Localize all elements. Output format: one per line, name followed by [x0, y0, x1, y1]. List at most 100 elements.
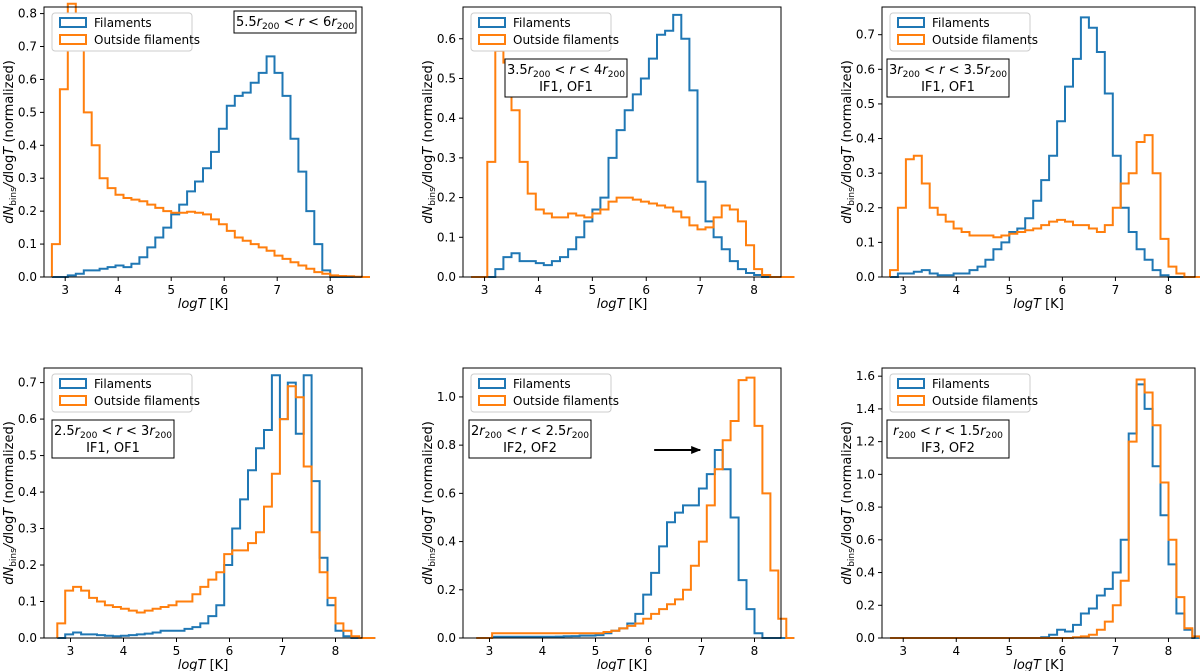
y-tick-label: 0.0: [437, 631, 456, 645]
x-tick-label: 6: [1059, 283, 1067, 297]
legend-swatch-outside: [478, 34, 506, 45]
y-tick-label: 0.2: [18, 558, 37, 572]
y-tick-label: 0.0: [856, 270, 875, 284]
x-tick-label: 7: [698, 644, 706, 658]
x-tick-label: 5: [1006, 283, 1014, 297]
series-outside-filaments-line: [476, 376, 795, 639]
x-tick-label: 3: [67, 644, 75, 658]
x-tick-label: 3: [899, 644, 907, 658]
legend-swatch-filaments: [897, 378, 925, 389]
legend-label-outside: Outside filaments: [94, 33, 200, 47]
annotation-radius-range: 2.5r200 < r < 3r200: [54, 424, 172, 441]
legend: Filaments Outside filaments: [51, 12, 200, 52]
y-tick-label: 0.5: [18, 449, 37, 463]
y-tick-label: 0.0: [18, 631, 37, 645]
y-tick-label: 0.5: [856, 97, 875, 111]
y-tick-label: 0.4: [437, 535, 456, 549]
annotation-label: IF1, OF1: [539, 80, 593, 95]
annotation-radius-range: 3.5r200 < r < 4r200: [507, 63, 625, 80]
annotation-frame: [886, 419, 1010, 459]
legend-swatch-filaments: [897, 17, 925, 28]
series-filaments-line: [57, 374, 376, 639]
x-tick-label: 4: [539, 644, 547, 658]
x-tick-label: 5: [589, 283, 597, 297]
annotation-label: IF3, OF2: [921, 441, 975, 456]
x-tick-label: 8: [326, 283, 334, 297]
x-tick-label: 7: [696, 283, 704, 297]
y-tick-label: 1.6: [856, 369, 875, 383]
annotation-box: 5.5r200 < r < 6r200: [233, 10, 357, 34]
chart-panel-2: 3 4 5 6 7 8 0.0 0.1 0.2 0.3 0.4 0.5 0.6 logT [K] dNbin…: [421, 6, 795, 312]
x-tick-label: 3: [486, 644, 494, 658]
annotation-radius-range: 5.5r200 < r < 6r200: [236, 15, 354, 32]
x-tick-label: 5: [173, 644, 181, 658]
annotation-frame: [468, 419, 592, 459]
annotation-frame: [233, 10, 357, 34]
y-tick-label: 0.1: [18, 595, 37, 609]
x-axis-label: logT [K]: [597, 658, 648, 671]
y-tick-label: 1.2: [856, 435, 875, 449]
y-tick-label: 0.0: [437, 270, 456, 284]
y-tick-label: 0.5: [18, 105, 37, 119]
y-tick-label: 0.2: [18, 204, 37, 218]
axes-frame: [462, 367, 782, 639]
legend-label-outside: Outside filaments: [932, 394, 1038, 408]
annotation-frame: [51, 419, 175, 459]
y-axis-label: dNbins/dlogT (normalized): [421, 60, 438, 224]
series-outside-filaments-line: [56, 385, 376, 639]
y-axis-label: dNbins/dlogT (normalized): [840, 421, 857, 585]
x-tick-label: 7: [1112, 644, 1120, 658]
y-tick-label: 0.6: [437, 486, 456, 500]
axes-frame: [881, 367, 1196, 639]
legend-label-filaments: Filaments: [932, 377, 990, 391]
x-tick-label: 7: [1112, 283, 1120, 297]
series-outside-filaments-line: [50, 2, 370, 278]
y-tick-label: 0.3: [437, 151, 456, 165]
series-filaments-line: [51, 55, 370, 278]
axes-frame: [43, 6, 363, 278]
legend: Filaments Outside filaments: [470, 373, 619, 413]
y-tick-label: 0.8: [18, 7, 37, 21]
legend: Filaments Outside filaments: [51, 373, 200, 413]
y-tick-label: 0.4: [856, 132, 875, 146]
legend-label-outside: Outside filaments: [513, 33, 619, 47]
series-filaments-line: [476, 449, 795, 639]
x-tick-label: 8: [750, 283, 758, 297]
x-axis-label: logT [K]: [597, 297, 648, 312]
axes-frame: [43, 367, 363, 639]
y-tick-label: 0.7: [856, 28, 875, 42]
y-axis-label: dNbins/dlogT (normalized): [2, 421, 19, 585]
y-tick-label: 0.5: [437, 71, 456, 85]
legend: Filaments Outside filaments: [470, 12, 619, 52]
x-tick-label: 8: [1165, 283, 1173, 297]
x-axis-label: logT [K]: [1013, 658, 1064, 671]
y-tick-label: 0.4: [437, 111, 456, 125]
legend: Filaments Outside filaments: [889, 12, 1038, 52]
x-tick-label: 6: [1059, 644, 1067, 658]
y-tick-label: 0.1: [18, 237, 37, 251]
annotation-radius-range: 2r200 < r < 2.5r200: [471, 424, 589, 441]
legend: Filaments Outside filaments: [889, 373, 1038, 413]
y-tick-label: 0.8: [437, 438, 456, 452]
x-tick-label: 4: [952, 283, 960, 297]
x-tick-label: 8: [751, 644, 759, 658]
annotation-label: IF1, OF1: [921, 80, 975, 95]
y-axis-label: dNbins/dlogT (normalized): [421, 421, 438, 585]
legend-swatch-outside: [59, 34, 87, 45]
legend-swatch-outside: [897, 34, 925, 45]
y-tick-label: 0.6: [18, 412, 37, 426]
y-axis-label: dNbins/dlogT (normalized): [840, 60, 857, 224]
x-tick-label: 6: [220, 283, 228, 297]
y-tick-label: 0.2: [856, 598, 875, 612]
y-tick-label: 1.0: [856, 467, 875, 481]
x-tick-label: 3: [481, 283, 489, 297]
y-tick-label: 1.4: [856, 402, 875, 416]
x-tick-label: 6: [645, 644, 653, 658]
x-tick-label: 8: [1165, 644, 1173, 658]
